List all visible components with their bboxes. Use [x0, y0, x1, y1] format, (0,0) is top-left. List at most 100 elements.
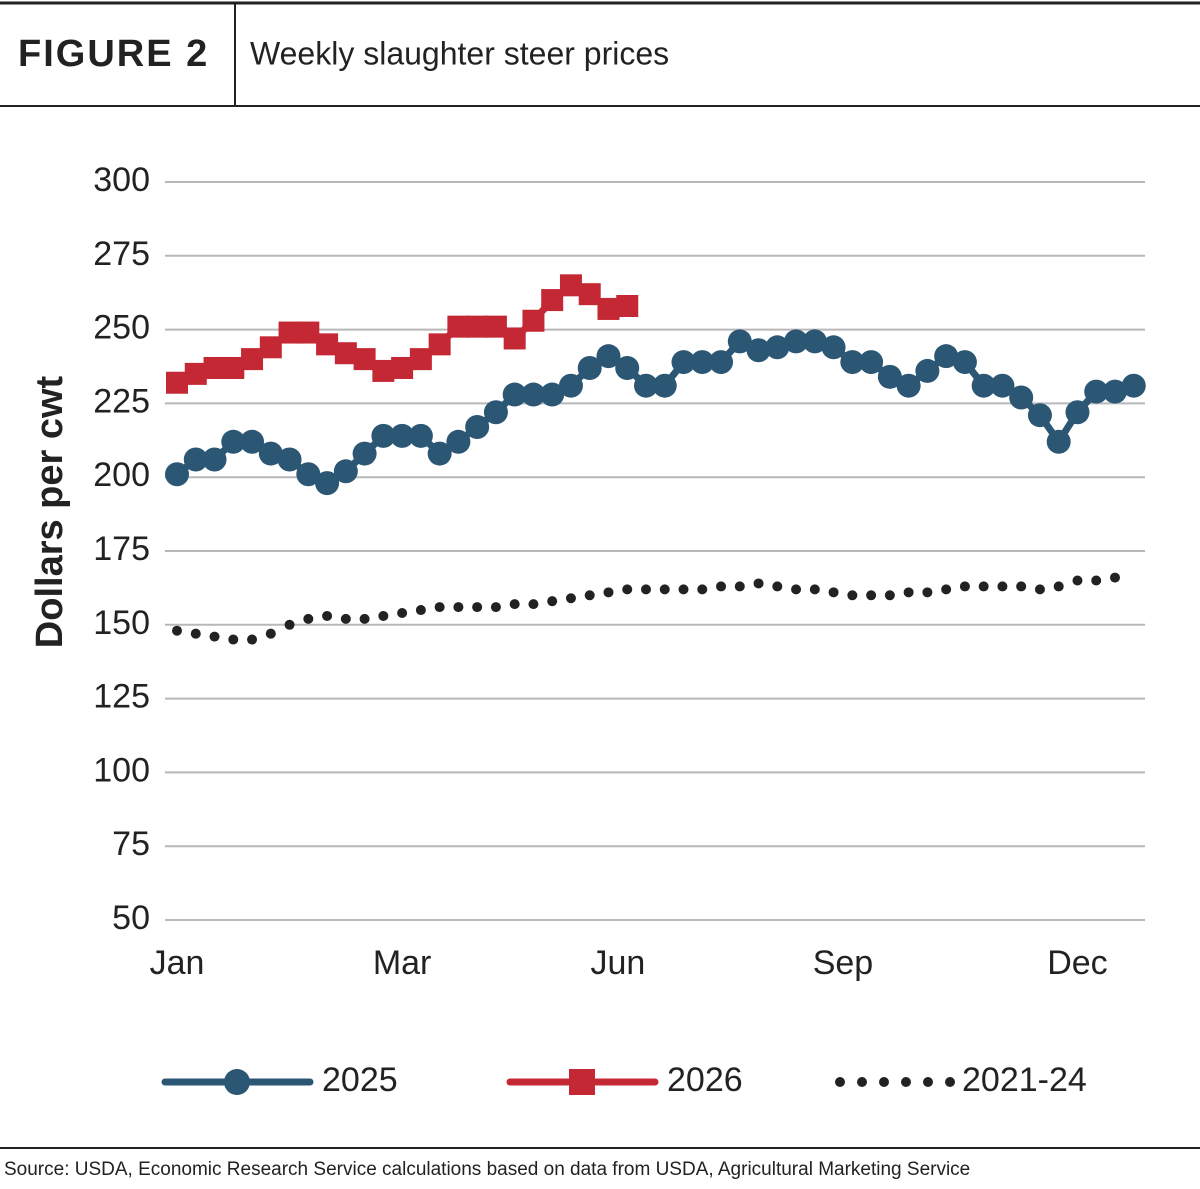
data-point	[434, 602, 445, 613]
data-point	[1121, 373, 1146, 398]
data-point	[340, 613, 351, 624]
data-point	[997, 581, 1008, 592]
data-point	[296, 462, 321, 487]
data-point	[427, 441, 452, 466]
data-point	[584, 590, 595, 601]
data-point	[791, 584, 802, 595]
data-point	[640, 584, 651, 595]
x-tick-label: Jun	[590, 944, 645, 982]
data-point	[558, 373, 583, 398]
data-point	[277, 447, 302, 472]
data-point	[190, 628, 201, 639]
data-point	[502, 382, 527, 407]
data-point	[490, 602, 501, 613]
legend-swatch	[224, 1069, 250, 1095]
data-point	[483, 400, 508, 425]
data-point	[934, 344, 959, 369]
data-point	[1072, 575, 1083, 586]
legend-label: 2026	[667, 1061, 743, 1099]
data-point	[1016, 581, 1027, 592]
data-point	[922, 587, 933, 598]
data-point	[371, 423, 396, 448]
data-point	[915, 358, 940, 383]
data-point	[415, 605, 426, 616]
data-point	[828, 587, 839, 598]
data-point	[428, 333, 451, 356]
data-point	[1009, 385, 1034, 410]
data-point	[472, 602, 483, 613]
data-point	[622, 584, 633, 595]
data-point	[652, 373, 677, 398]
data-point	[1109, 572, 1120, 583]
data-point	[209, 631, 220, 642]
data-point	[802, 329, 827, 354]
x-tick-label: Sep	[813, 944, 874, 982]
data-point	[596, 344, 621, 369]
figure-label: FIGURE 2	[18, 33, 209, 75]
data-point	[528, 599, 539, 610]
source-note: Source: USDA, Economic Research Service …	[4, 1159, 970, 1180]
data-point	[259, 336, 282, 359]
data-point	[484, 315, 507, 338]
data-point	[509, 599, 520, 610]
series-line	[174, 337, 1135, 487]
legend-swatch	[945, 1077, 955, 1087]
legend-swatch	[923, 1077, 933, 1087]
data-point	[409, 348, 432, 371]
x-tick-label: Dec	[1047, 944, 1107, 982]
data-point	[521, 382, 546, 407]
legend-swatch	[835, 1077, 845, 1087]
data-point	[671, 350, 696, 375]
data-point	[809, 584, 820, 595]
data-point	[1034, 584, 1045, 595]
data-point	[202, 447, 227, 472]
legend-label: 2021-24	[962, 1061, 1087, 1099]
y-tick-label: 225	[93, 382, 150, 420]
data-point	[315, 471, 340, 496]
data-point	[765, 335, 790, 360]
data-point	[359, 613, 370, 624]
data-point	[166, 371, 189, 394]
data-point	[753, 578, 764, 589]
data-point	[1053, 581, 1064, 592]
legend-swatch	[879, 1077, 889, 1087]
data-point	[221, 429, 246, 454]
data-point	[1102, 379, 1127, 404]
data-point	[559, 274, 582, 297]
data-point	[453, 602, 464, 613]
y-tick-label: 250	[93, 309, 150, 347]
data-point	[597, 297, 620, 320]
data-point	[390, 423, 415, 448]
y-tick-label: 150	[93, 604, 150, 642]
data-point	[959, 581, 970, 592]
data-point	[577, 355, 602, 380]
y-tick-label: 125	[93, 678, 150, 716]
legend-swatch	[857, 1077, 867, 1087]
data-point	[466, 315, 489, 338]
y-tick-label: 200	[93, 456, 150, 494]
data-point	[522, 309, 545, 332]
data-point	[247, 634, 258, 645]
data-point	[1065, 400, 1090, 425]
legend-swatch	[569, 1069, 595, 1095]
data-point	[184, 362, 207, 385]
data-point	[258, 441, 283, 466]
data-point	[578, 283, 601, 306]
data-point	[547, 596, 558, 607]
data-point	[941, 584, 952, 595]
data-point	[353, 348, 376, 371]
data-point	[541, 289, 564, 312]
data-point	[847, 590, 858, 601]
data-point	[465, 415, 490, 440]
data-point	[391, 356, 414, 379]
data-point	[896, 373, 921, 398]
data-point	[603, 587, 614, 598]
data-point	[866, 590, 877, 601]
data-point	[372, 359, 395, 382]
data-point	[278, 321, 301, 344]
data-point	[446, 429, 471, 454]
y-tick-label: 75	[112, 825, 150, 863]
data-point	[616, 294, 639, 317]
data-point	[1027, 403, 1052, 428]
